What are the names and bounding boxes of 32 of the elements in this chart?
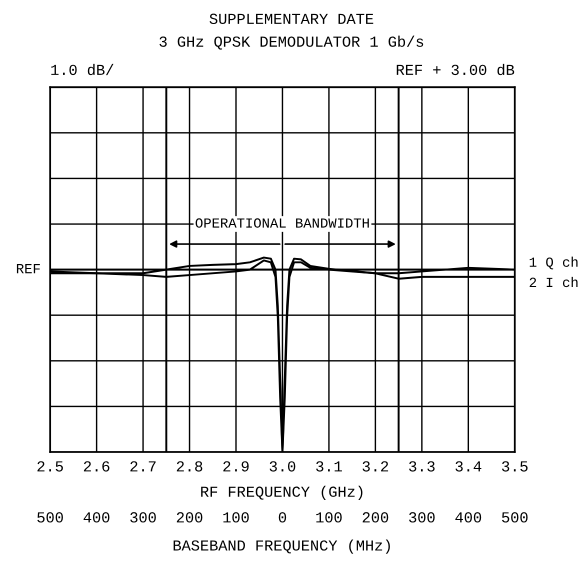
x2-tick-label: 100 — [223, 512, 249, 523]
x-tick-label: 2.9 — [223, 461, 249, 472]
series-label: 1 Q ch — [530, 256, 578, 270]
x-tick-label: 2.8 — [176, 461, 202, 472]
x2-tick-label: 200 — [176, 512, 202, 523]
text: OPERATIONAL BANDWIDTH — [196, 218, 369, 228]
x-tick-label: 2.5 — [37, 461, 63, 472]
x2-tick-label: 0 — [278, 512, 286, 523]
chart-title: SUPPLEMENTARY DATE — [210, 14, 374, 24]
x-tick-label: 3.3 — [409, 461, 435, 472]
text: REF + 3.00 dB — [396, 64, 514, 76]
x-tick-label: 2.6 — [84, 461, 110, 472]
x2-tick-label: 400 — [84, 512, 110, 523]
x2-tick-label: 300 — [130, 512, 156, 523]
chart-subtitle: 3 GHz QPSK DEMODULATOR 1 Gb/s — [160, 36, 424, 50]
x2-tick-label: 500 — [37, 512, 63, 523]
x-axis-title: RF FREQUENCY (GHz) — [201, 486, 362, 500]
ref-line-label: REF — [16, 264, 40, 274]
text: 1.0 dB/ — [51, 64, 114, 76]
series-label: 2 I ch — [530, 276, 578, 288]
x-tick-label: 3.1 — [316, 461, 342, 472]
x2-tick-label: 500 — [502, 512, 528, 523]
x-tick-label: 3.5 — [502, 461, 528, 472]
x-tick-label: 3.2 — [362, 461, 388, 472]
x2-tick-label: 400 — [455, 512, 482, 523]
x-tick-label: 3.4 — [456, 461, 482, 472]
x-tick-label: 2.7 — [130, 461, 156, 472]
x2-axis-title: BASEBAND FREQUENCY (MHz) — [174, 539, 390, 554]
x2-tick-label: 300 — [409, 512, 435, 523]
x2-tick-label: 200 — [362, 512, 388, 523]
x2-tick-label: 100 — [316, 512, 342, 523]
x-tick-label: 3.0 — [270, 461, 296, 472]
